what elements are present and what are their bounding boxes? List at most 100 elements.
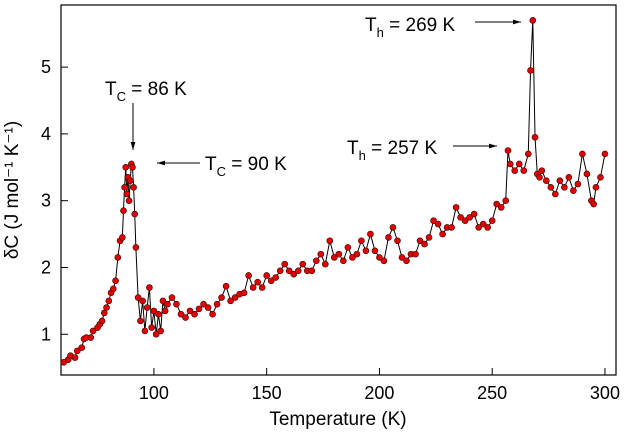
data-point	[394, 237, 401, 245]
data-point	[552, 190, 559, 198]
data-point	[466, 214, 473, 221]
y-tick-label: 3	[41, 191, 51, 211]
data-point	[543, 177, 550, 184]
data-point	[131, 210, 139, 218]
data-point	[258, 284, 266, 291]
data-point	[267, 277, 275, 285]
data-point	[484, 224, 491, 231]
data-point	[103, 304, 110, 311]
data-point	[227, 297, 234, 305]
data-point	[565, 174, 573, 181]
y-tick-label: 4	[41, 124, 51, 144]
data-point	[130, 184, 137, 191]
data-point	[213, 300, 221, 308]
data-point	[380, 257, 388, 265]
data-point	[511, 167, 519, 174]
data-point	[186, 307, 194, 315]
annotation: Th = 269 K	[365, 15, 455, 40]
x-tick-label: 300	[590, 383, 620, 403]
data-point	[164, 300, 171, 308]
data-point	[457, 214, 464, 221]
data-point	[515, 160, 523, 168]
annotation-main: T	[105, 79, 117, 100]
data-point	[249, 284, 257, 291]
data-point	[452, 204, 460, 211]
data-point	[209, 310, 216, 318]
data-point	[362, 247, 370, 255]
data-point	[105, 297, 113, 305]
y-tick-label: 2	[41, 257, 51, 277]
data-point	[579, 150, 586, 158]
data-point	[349, 254, 356, 261]
annotation-rest: = 257 K	[366, 138, 438, 159]
data-point	[493, 200, 501, 208]
data-point	[173, 300, 180, 308]
data-point	[326, 237, 334, 245]
data-point	[168, 294, 176, 301]
annotation-sub: h	[377, 25, 384, 40]
data-point	[78, 344, 86, 351]
data-point	[240, 289, 248, 297]
data-point	[89, 327, 97, 335]
x-tick-label: 150	[252, 383, 282, 403]
data-point	[121, 184, 128, 191]
data-point	[389, 224, 397, 231]
data-point	[416, 237, 424, 245]
data-point	[488, 217, 496, 225]
data-point	[119, 234, 126, 241]
annotation-rest: = 86 K	[126, 79, 187, 100]
data-point	[434, 220, 442, 228]
data-point	[430, 217, 437, 225]
data-point	[222, 282, 230, 290]
data-point	[177, 310, 185, 318]
data-point	[155, 310, 162, 318]
data-point	[376, 254, 383, 261]
data-point	[556, 177, 564, 184]
data-point	[536, 174, 543, 181]
data-point	[524, 150, 532, 158]
annotation: TC = 86 K	[105, 79, 187, 104]
data-point	[254, 278, 261, 286]
data-point	[497, 204, 505, 211]
data-point	[479, 220, 487, 228]
data-point	[285, 267, 293, 275]
data-point	[317, 250, 325, 258]
annotation-sub: C	[217, 164, 226, 179]
data-point	[112, 277, 119, 285]
data-point	[195, 305, 203, 313]
data-point	[340, 257, 347, 265]
data-point	[312, 257, 320, 265]
data-point	[583, 170, 591, 178]
data-point	[122, 163, 130, 171]
data-point	[344, 244, 352, 251]
data-point	[114, 254, 122, 261]
data-point	[150, 307, 158, 315]
data-point	[592, 184, 600, 191]
annotation-main: T	[205, 154, 217, 175]
data-point	[294, 267, 302, 275]
plot-frame	[60, 4, 617, 376]
data-point	[322, 260, 329, 268]
data-point	[272, 274, 279, 281]
data-point	[590, 200, 597, 208]
data-point	[281, 260, 289, 268]
y-tick-label: 1	[41, 324, 51, 344]
data-point	[570, 187, 577, 194]
x-tick-label: 250	[477, 383, 507, 403]
data-point	[439, 230, 446, 238]
data-point	[141, 327, 149, 335]
data-point	[182, 314, 189, 321]
data-point	[161, 307, 169, 315]
data-point	[529, 17, 537, 24]
data-point	[448, 224, 455, 231]
annotation-rest: = 90 K	[226, 154, 287, 175]
data-point	[143, 304, 151, 311]
data-point	[71, 354, 79, 361]
data-point	[475, 224, 482, 231]
data-point	[601, 150, 609, 158]
data-point	[159, 297, 167, 305]
data-point	[204, 304, 212, 311]
data-point	[506, 160, 514, 168]
annotation-main: T	[365, 15, 377, 36]
